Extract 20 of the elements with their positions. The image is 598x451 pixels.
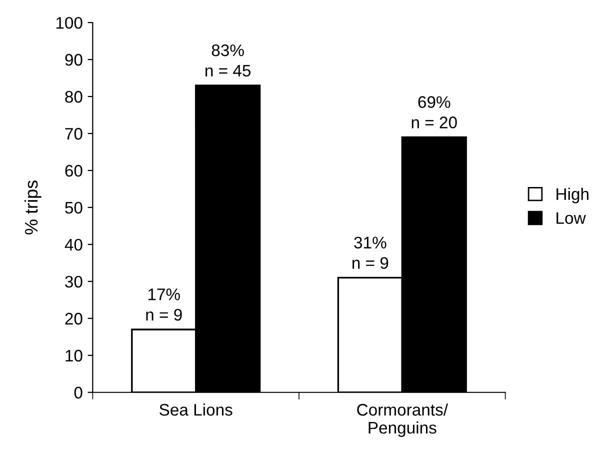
legend-label: Low: [556, 212, 586, 224]
y-tick-label: 30: [65, 276, 82, 288]
y-tick-label: 80: [65, 90, 82, 103]
y-axis-title: % trips: [24, 180, 42, 234]
x-tick-label: Cormorants/ Penguins: [357, 403, 448, 437]
data-label: 83% n = 45: [206, 44, 251, 77]
y-tick-label: 20: [65, 312, 82, 325]
y-tick-label: 100: [56, 16, 82, 29]
legend-label: High: [556, 188, 588, 204]
y-tick-label: 10: [66, 350, 82, 362]
data-label: 69% n = 20: [412, 96, 457, 128]
x-tick-label: Sea Lions: [160, 403, 232, 416]
y-tick-label: 40: [64, 238, 82, 251]
data-label: 17% n = 9: [146, 288, 182, 321]
y-tick-label: 60: [65, 164, 82, 177]
y-tick-label: 90: [65, 54, 82, 66]
y-tick-label: 0: [74, 386, 82, 399]
data-label: 31% n = 9: [352, 236, 388, 269]
y-tick-label: 70: [65, 128, 82, 140]
y-tick-label: 50: [65, 202, 82, 214]
